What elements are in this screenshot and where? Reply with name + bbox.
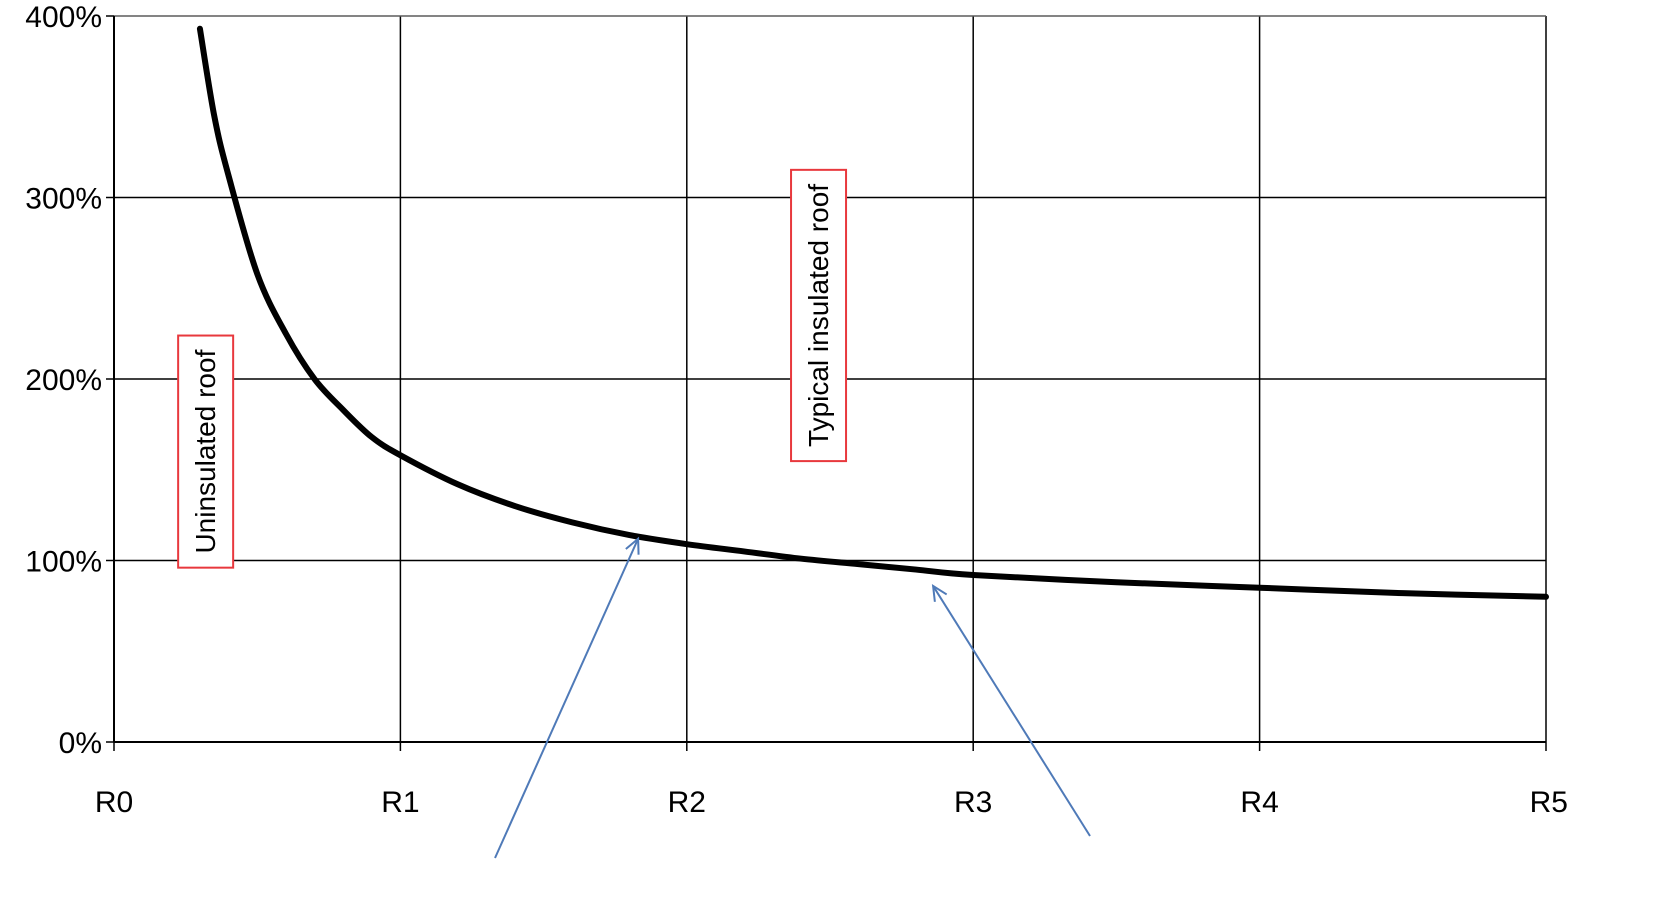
y-tick-label: 100% — [25, 546, 102, 579]
x-tick-label: R1 — [381, 786, 419, 819]
y-tick-label: 300% — [25, 183, 102, 216]
annotation: Uninsulated roof — [177, 334, 235, 569]
arrow-shaft — [494, 538, 640, 859]
annotation-label: Uninsulated roof — [190, 349, 221, 553]
arrow-shaft — [932, 585, 1091, 837]
annotation: Typical insulated roof — [790, 168, 848, 463]
arrow-head — [625, 536, 640, 555]
axes: 0% 100% 200% 300% 400% R0 R1 R2 R3 R4 R5 — [25, 1, 1568, 819]
x-tick-label: R4 — [1240, 786, 1278, 819]
y-tick-label: 200% — [25, 364, 102, 397]
y-tick-label: 0% — [59, 727, 102, 760]
x-tick-label: R0 — [95, 786, 133, 819]
arrow-head — [931, 583, 948, 602]
annotation-label: Typical insulated roof — [803, 184, 834, 447]
y-tick-label: 400% — [25, 1, 102, 34]
x-tick-label: R2 — [668, 786, 706, 819]
annotation-box — [790, 168, 848, 463]
x-tick-label: R3 — [954, 786, 992, 819]
x-tick-label: R5 — [1530, 786, 1568, 819]
arrow — [931, 583, 1091, 837]
arrows — [494, 536, 1091, 859]
annotations: Uninsulated roof Typical insulated roof — [177, 168, 848, 569]
annotation-box — [177, 334, 235, 569]
series-line — [196, 25, 1549, 600]
arrow — [494, 536, 640, 859]
data-series — [196, 25, 1549, 600]
